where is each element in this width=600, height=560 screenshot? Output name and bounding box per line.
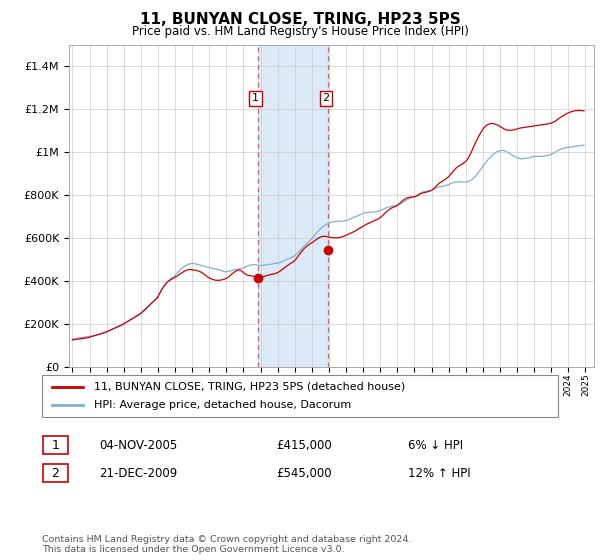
Text: 2: 2 <box>322 94 329 104</box>
Text: HPI: Average price, detached house, Dacorum: HPI: Average price, detached house, Daco… <box>94 400 351 410</box>
Text: 21-DEC-2009: 21-DEC-2009 <box>99 466 177 480</box>
Text: 2: 2 <box>52 466 59 480</box>
Text: 12% ↑ HPI: 12% ↑ HPI <box>408 466 470 480</box>
Bar <box>258 45 328 367</box>
Text: 04-NOV-2005: 04-NOV-2005 <box>99 438 177 452</box>
Text: Contains HM Land Registry data © Crown copyright and database right 2024.
This d: Contains HM Land Registry data © Crown c… <box>42 535 412 554</box>
Text: 6% ↓ HPI: 6% ↓ HPI <box>408 438 463 452</box>
FancyBboxPatch shape <box>43 464 68 482</box>
Text: 11, BUNYAN CLOSE, TRING, HP23 5PS: 11, BUNYAN CLOSE, TRING, HP23 5PS <box>140 12 460 27</box>
Text: Price paid vs. HM Land Registry's House Price Index (HPI): Price paid vs. HM Land Registry's House … <box>131 25 469 38</box>
Text: £545,000: £545,000 <box>276 466 332 480</box>
FancyBboxPatch shape <box>42 375 558 417</box>
Text: 11, BUNYAN CLOSE, TRING, HP23 5PS (detached house): 11, BUNYAN CLOSE, TRING, HP23 5PS (detac… <box>94 382 405 392</box>
Text: 1: 1 <box>52 438 59 452</box>
Text: £415,000: £415,000 <box>276 438 332 452</box>
FancyBboxPatch shape <box>43 436 68 454</box>
Text: 1: 1 <box>252 94 259 104</box>
